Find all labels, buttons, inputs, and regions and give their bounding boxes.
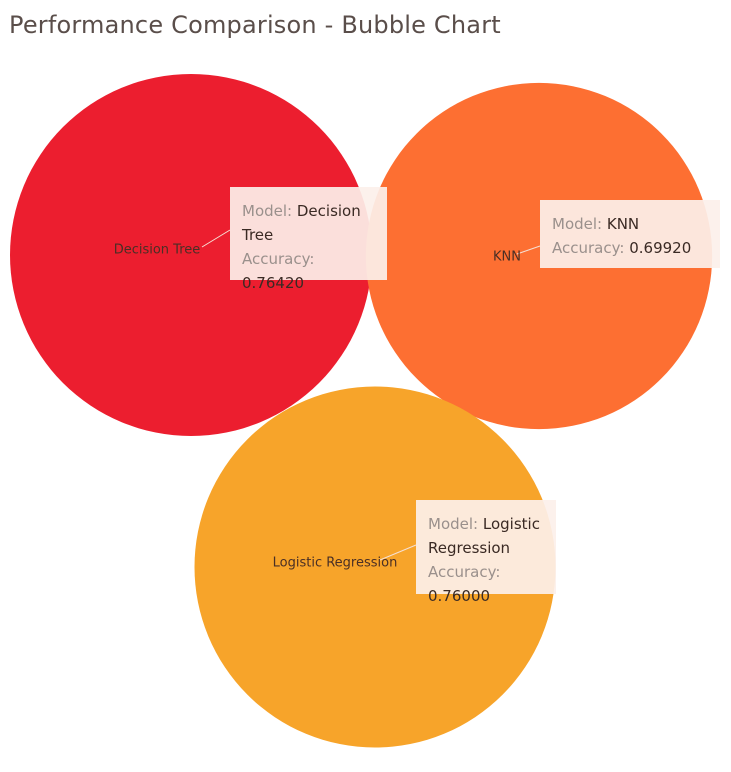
tooltip-model-key: Model: [552, 215, 603, 233]
tooltip-pointer-line [516, 245, 541, 255]
bubble-logistic-regression[interactable] [194, 386, 556, 748]
tooltip-accuracy-value: 0.76420 [242, 274, 305, 292]
tooltip-model-key: Model: [242, 202, 293, 220]
tooltip-model-value: Decision Tree [242, 202, 361, 244]
tooltip-decision-tree: Model: Decision Tree Accuracy: 0.76420 [230, 187, 387, 292]
tooltip-model-key: Model: [428, 515, 479, 533]
bubble-decision-tree[interactable] [10, 74, 372, 436]
tooltip-accuracy-value: 0.76000 [428, 587, 491, 605]
chart-title: Performance Comparison - Bubble Chart [9, 11, 501, 39]
tooltip-accuracy-key: Accuracy: [242, 250, 315, 268]
tooltip-model-value: Logistic Regression [428, 515, 540, 557]
tooltip-pointer-line [379, 544, 417, 561]
bubble-knn[interactable] [365, 82, 713, 430]
tooltip-accuracy-key: Accuracy: [428, 563, 501, 581]
bubble-label-knn: KNN [493, 250, 521, 265]
tooltip-accuracy-value: 0.69920 [629, 239, 692, 257]
tooltip-pointer-line [201, 229, 231, 248]
bubble-label-logistic-regression: Logistic Regression [273, 556, 398, 571]
bubble-label-decision-tree: Decision Tree [114, 243, 201, 258]
tooltip-knn: Model: KNN Accuracy: 0.69920 [540, 200, 720, 268]
tooltip-accuracy-key: Accuracy: [552, 239, 625, 257]
tooltip-logistic-regression: Model: Logistic Regression Accuracy: 0.7… [416, 500, 556, 605]
tooltip-model-value: KNN [606, 215, 640, 233]
